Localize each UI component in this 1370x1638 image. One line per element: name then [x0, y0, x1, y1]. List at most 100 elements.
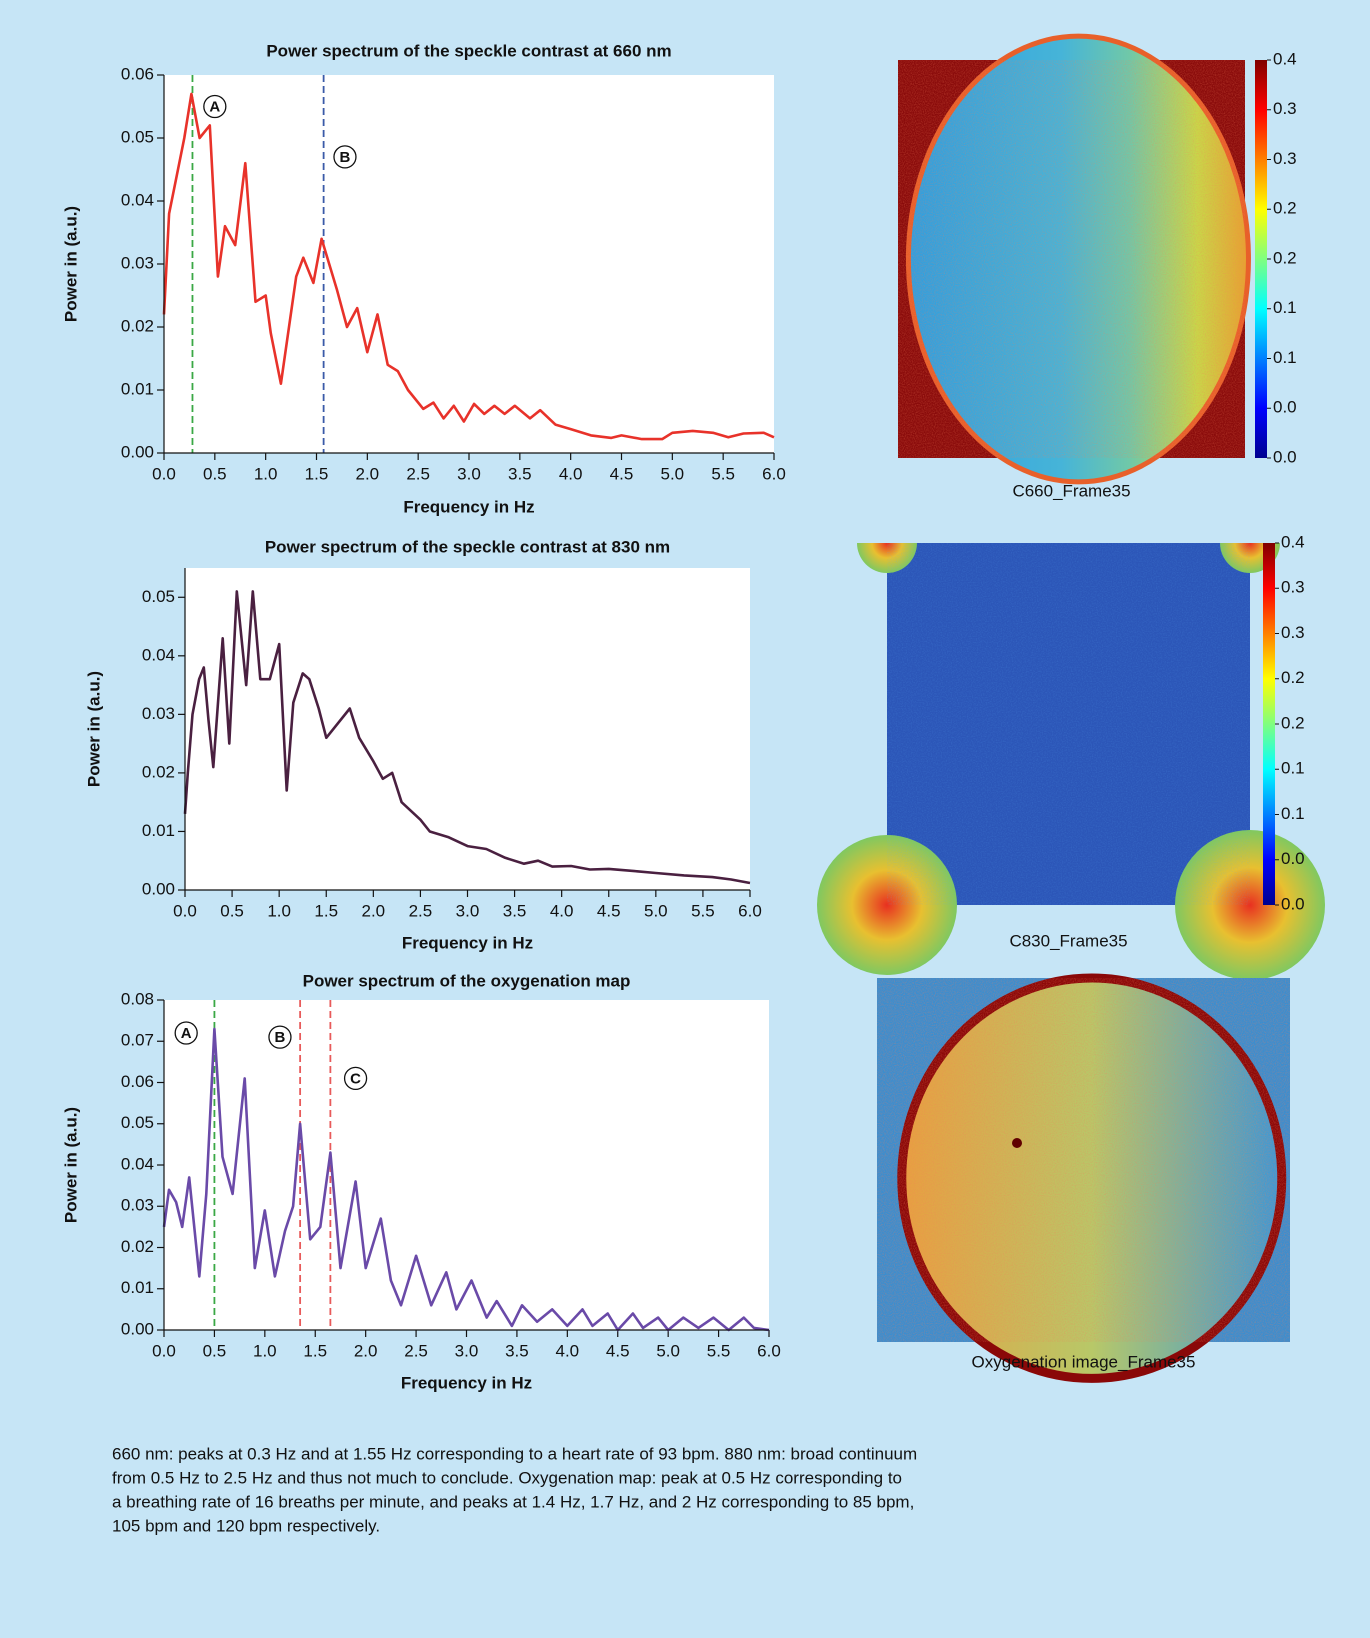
y-tick-label: 0.01 — [142, 821, 175, 840]
colorbar-tick-label: 0.1 — [1273, 348, 1297, 367]
x-tick-label: 5.5 — [711, 464, 735, 483]
x-tick-label: 4.0 — [550, 901, 574, 920]
annotation: C — [350, 1070, 361, 1087]
data-line — [162, 92, 775, 441]
plot-area — [185, 568, 750, 890]
y-tick-label: 0.05 — [142, 587, 175, 606]
annotation-circle — [268, 1025, 292, 1049]
annotation-circle — [343, 1066, 368, 1091]
x-tick-label: 1.5 — [303, 1341, 327, 1360]
data-line — [183, 590, 751, 885]
caption-line: 660 nm: peaks at 0.3 Hz and at 1.55 Hz c… — [112, 1444, 917, 1463]
y-tick-label: 0.07 — [121, 1031, 154, 1050]
x-tick-label: 1.5 — [305, 464, 329, 483]
x-tick-label: 2.0 — [362, 901, 386, 920]
chart-title: Power spectrum of the speckle contrast a… — [266, 41, 671, 60]
x-tick-label: 4.0 — [556, 1341, 580, 1360]
annotation-circle — [174, 1021, 198, 1045]
y-tick-label: 0.00 — [121, 1319, 154, 1338]
x-tick-label: 1.5 — [314, 901, 338, 920]
x-tick-label: 3.5 — [503, 901, 527, 920]
x-tick-label: 0.5 — [220, 901, 244, 920]
y-tick-label: 0.04 — [121, 1154, 154, 1173]
colorbar-tick-label: 0.0 — [1273, 398, 1297, 417]
x-tick-label: 2.5 — [409, 901, 433, 920]
annotation: A — [181, 1025, 192, 1042]
plot-area — [164, 75, 774, 453]
y-tick-label: 0.06 — [121, 64, 154, 83]
x-axis-label: Frequency in Hz — [403, 497, 534, 516]
x-tick-label: 2.5 — [404, 1341, 428, 1360]
data-line — [162, 1027, 770, 1332]
x-tick-label: 3.0 — [456, 901, 480, 920]
colorbar-tick-label: 0.2 — [1273, 248, 1297, 267]
x-tick-label: 6.0 — [738, 901, 762, 920]
x-tick-label: 0.0 — [152, 1341, 176, 1360]
colorbar-tick-label: 0.4 — [1281, 532, 1305, 551]
x-tick-label: 1.0 — [254, 464, 278, 483]
x-tick-label: 2.0 — [354, 1341, 378, 1360]
x-tick-label: 5.5 — [691, 901, 715, 920]
image-caption: C830_Frame35 — [1009, 931, 1127, 950]
colorbar — [1255, 60, 1267, 458]
x-tick-label: 5.0 — [661, 464, 685, 483]
colorbar-tick-label: 0.0 — [1281, 894, 1305, 913]
y-tick-label: 0.01 — [121, 1278, 154, 1297]
y-axis-label: Power in (a.u.) — [61, 1107, 80, 1223]
heatmap-noise — [887, 543, 1250, 905]
colorbar-tick-label: 0.3 — [1281, 578, 1305, 597]
x-tick-label: 4.5 — [606, 1341, 630, 1360]
x-tick-label: 0.5 — [203, 464, 227, 483]
plot-area — [164, 1000, 769, 1330]
y-tick-label: 0.05 — [121, 1113, 154, 1132]
y-tick-label: 0.06 — [121, 1072, 154, 1091]
annotation-circle — [203, 94, 227, 119]
annotation: B — [340, 149, 351, 166]
colorbar-tick-label: 0.2 — [1281, 668, 1305, 687]
heatmap-noise — [877, 978, 1290, 1342]
y-axis-label: Power in (a.u.) — [61, 206, 80, 322]
colorbar-tick-label: 0.2 — [1273, 199, 1297, 218]
x-tick-label: 5.0 — [644, 901, 668, 920]
x-tick-label: 3.5 — [508, 464, 532, 483]
caption-line: from 0.5 Hz to 2.5 Hz and thus not much … — [112, 1468, 902, 1487]
x-tick-label: 3.0 — [457, 464, 481, 483]
colorbar — [1263, 543, 1275, 905]
image-caption: Oxygenation image_Frame35 — [972, 1352, 1196, 1371]
annotation: A — [209, 98, 220, 115]
y-tick-label: 0.00 — [142, 879, 175, 898]
x-tick-label: 5.5 — [707, 1341, 731, 1360]
colorbar-tick-label: 0.3 — [1273, 99, 1297, 118]
y-tick-label: 0.03 — [142, 704, 175, 723]
image-caption: C660_Frame35 — [1012, 481, 1130, 500]
colorbar-tick-label: 0.1 — [1281, 759, 1305, 778]
colorbar-tick-label: 0.3 — [1281, 623, 1305, 642]
y-tick-label: 0.04 — [121, 190, 154, 209]
x-tick-label: 6.0 — [762, 464, 786, 483]
y-tick-label: 0.03 — [121, 1196, 154, 1215]
chart-title: Power spectrum of the speckle contrast a… — [265, 537, 670, 556]
annotation-circle — [333, 145, 357, 169]
x-tick-label: 3.0 — [455, 1341, 479, 1360]
y-tick-label: 0.02 — [121, 316, 154, 335]
y-axis-label: Power in (a.u.) — [84, 671, 103, 787]
x-axis-label: Frequency in Hz — [401, 1373, 532, 1392]
colorbar-tick-label: 0.0 — [1273, 447, 1297, 466]
x-tick-label: 6.0 — [757, 1341, 781, 1360]
chart-title: Power spectrum of the oxygenation map — [303, 971, 631, 990]
heatmap — [1012, 1138, 1022, 1148]
x-tick-label: 0.5 — [203, 1341, 227, 1360]
x-tick-label: 0.0 — [173, 901, 197, 920]
x-tick-label: 5.0 — [656, 1341, 680, 1360]
colorbar-tick-label: 0.1 — [1273, 298, 1297, 317]
colorbar-tick-label: 0.4 — [1273, 49, 1297, 68]
x-tick-label: 4.5 — [610, 464, 634, 483]
y-tick-label: 0.08 — [121, 989, 154, 1008]
colorbar-tick-label: 0.2 — [1281, 713, 1305, 732]
x-tick-label: 0.0 — [152, 464, 176, 483]
y-tick-label: 0.02 — [121, 1237, 154, 1256]
y-tick-label: 0.01 — [121, 379, 154, 398]
caption-line: a breathing rate of 16 breaths per minut… — [112, 1492, 914, 1511]
